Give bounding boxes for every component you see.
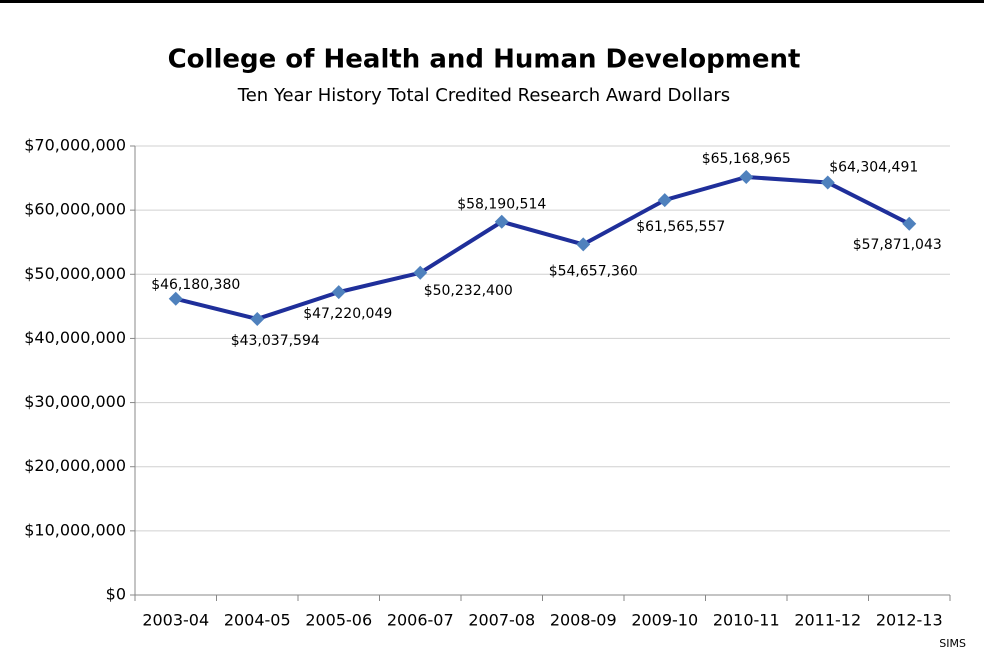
chart-subtitle: Ten Year History Total Credited Research…	[237, 85, 730, 106]
data-marker	[168, 291, 183, 306]
x-tick-label: 2009-10	[631, 611, 698, 630]
x-tick-label: 2010-11	[713, 611, 780, 630]
y-tick-label: $40,000,000	[24, 328, 126, 347]
data-label: $65,168,965	[702, 151, 791, 167]
source-note: SIMS	[939, 637, 966, 650]
y-tick-label: $30,000,000	[24, 392, 126, 411]
data-label: $57,871,043	[853, 237, 942, 253]
data-label: $46,180,380	[151, 277, 240, 293]
data-marker	[576, 237, 591, 252]
y-tick-label: $20,000,000	[24, 456, 126, 475]
data-marker	[413, 265, 428, 280]
y-tick-label: $70,000,000	[24, 136, 126, 155]
y-tick-label: $60,000,000	[24, 200, 126, 219]
x-tick-label: 2006-07	[387, 611, 454, 630]
data-label: $64,304,491	[829, 160, 918, 176]
data-marker	[250, 311, 265, 326]
x-tick-label: 2003-04	[142, 611, 209, 630]
data-marker	[331, 285, 346, 300]
x-tick-label: 2004-05	[224, 611, 291, 630]
x-tick-label: 2012-13	[876, 611, 943, 630]
data-label: $61,565,557	[636, 219, 725, 235]
y-tick-label: $10,000,000	[24, 520, 126, 539]
x-tick-label: 2008-09	[550, 611, 617, 630]
data-marker	[494, 214, 509, 229]
x-tick-label: 2007-08	[468, 611, 535, 630]
data-marker	[902, 216, 917, 231]
data-label: $50,232,400	[424, 283, 513, 299]
data-label: $43,037,594	[231, 333, 320, 349]
data-label: $47,220,049	[303, 306, 392, 322]
data-marker	[739, 169, 754, 184]
chart-title: College of Health and Human Development	[168, 45, 801, 75]
data-label: $54,657,360	[549, 263, 638, 279]
y-tick-label: $50,000,000	[24, 264, 126, 283]
top-rule	[0, 0, 984, 3]
data-line	[175, 174, 911, 321]
y-tick-label: $0	[106, 585, 126, 604]
x-tick-label: 2005-06	[305, 611, 372, 630]
data-marker	[820, 175, 835, 190]
data-label: $58,190,514	[457, 197, 546, 213]
data-marker	[657, 193, 672, 208]
x-tick-label: 2011-12	[794, 611, 861, 630]
